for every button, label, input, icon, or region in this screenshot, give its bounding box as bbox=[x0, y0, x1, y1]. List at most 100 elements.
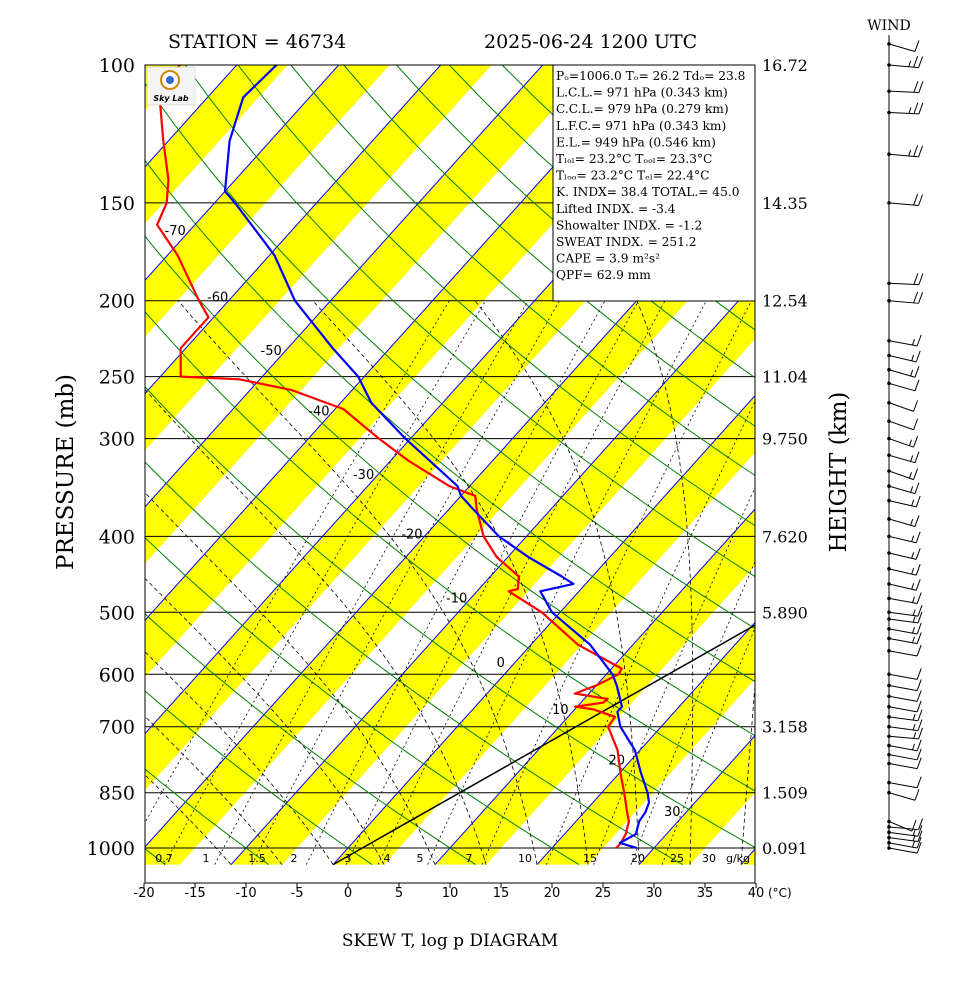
height-tick-label: 12.54 bbox=[762, 292, 808, 311]
mixing-ratio-label: 20 bbox=[631, 852, 645, 865]
x-tick-label: -15 bbox=[184, 886, 205, 901]
wind-barb bbox=[887, 436, 919, 448]
wind-barb bbox=[887, 350, 921, 363]
dry-adiabat bbox=[145, 159, 755, 683]
isotherm-line bbox=[145, 65, 442, 395]
isotherm-line bbox=[843, 29, 960, 864]
dewpoint-profile bbox=[223, 65, 651, 850]
wind-barb bbox=[887, 400, 919, 412]
x-tick-label: 25 bbox=[595, 886, 612, 901]
wind-label: WIND bbox=[867, 18, 910, 34]
pressure-tick-label: 300 bbox=[99, 429, 135, 451]
isotherm-label: 10 bbox=[552, 703, 569, 718]
height-tick-label: 7.620 bbox=[762, 527, 808, 546]
x-tick-label: -10 bbox=[235, 886, 256, 901]
mixing-ratio-label: 1.5 bbox=[248, 852, 266, 865]
mixing-ratio-line bbox=[345, 300, 639, 865]
height-tick-label: 3.158 bbox=[762, 718, 808, 737]
moist-adiabat bbox=[145, 577, 385, 865]
mixing-ratio-label: 4 bbox=[384, 852, 391, 865]
mixing-ratio-line bbox=[163, 300, 486, 865]
isotherm-band bbox=[145, 169, 755, 865]
pressure-tick-label: 150 bbox=[99, 193, 135, 215]
wind-barb bbox=[887, 592, 922, 605]
pressure-tick-label: 600 bbox=[99, 664, 135, 686]
isotherm-label: -40 bbox=[308, 404, 329, 419]
wind-barb bbox=[887, 776, 922, 789]
y-axis-title: PRESSURE (mb) bbox=[53, 374, 79, 570]
wind-barb bbox=[887, 709, 923, 722]
wind-barb bbox=[887, 531, 921, 544]
isotherm-band bbox=[945, 29, 960, 864]
mixing-ratio-line bbox=[214, 300, 529, 865]
mixing-ratio-label: 7 bbox=[466, 852, 473, 865]
mixing-ratio-label: 5 bbox=[417, 852, 424, 865]
wind-profile bbox=[887, 35, 924, 854]
isotherm-line bbox=[536, 621, 755, 865]
wind-barb bbox=[887, 145, 924, 158]
moist-adiabat bbox=[145, 651, 334, 865]
moist-adiabat bbox=[145, 388, 487, 865]
wind-barb bbox=[887, 632, 922, 645]
height-tick-label: 11.04 bbox=[762, 368, 808, 387]
dry-adiabat bbox=[145, 82, 755, 630]
index-line1: Pₒ=1006.0 Tₒ= 26.2 Tdₒ= 23.8 bbox=[556, 69, 745, 83]
index-kindex: K. INDX= 38.4 TOTAL.= 45.0 bbox=[556, 185, 739, 199]
wind-barb bbox=[887, 622, 922, 635]
wind-barb bbox=[887, 644, 922, 657]
wind-barb bbox=[887, 418, 919, 431]
dry-adiabat bbox=[145, 848, 166, 865]
x-tick-label: -5 bbox=[291, 886, 304, 901]
height-tick-label: 5.890 bbox=[762, 603, 808, 622]
x-tick-label: 0 bbox=[344, 886, 352, 901]
height-tick-label: 14.35 bbox=[762, 194, 808, 213]
wind-barb bbox=[887, 727, 924, 740]
wind-barb bbox=[887, 81, 924, 93]
wind-barb bbox=[887, 55, 924, 69]
isotherm-label: -20 bbox=[401, 528, 422, 543]
x-unit-label: (°C) bbox=[768, 886, 792, 900]
height-tick-label: 0.091 bbox=[762, 839, 808, 858]
mixing-ratio-label: 30 bbox=[702, 852, 716, 865]
wind-barb bbox=[887, 700, 922, 713]
isotherm-label: 0 bbox=[497, 656, 505, 671]
mixing-ratio-label: 15 bbox=[583, 852, 597, 865]
mixing-ratio-line bbox=[251, 300, 560, 865]
wind-barb bbox=[887, 482, 920, 495]
wind-barb bbox=[887, 451, 920, 464]
isotherm-band bbox=[145, 65, 696, 677]
dry-adiabat bbox=[290, 65, 755, 477]
wind-barb bbox=[887, 748, 922, 761]
mixing-ratio-label: 25 bbox=[670, 852, 684, 865]
index-tlfc: Tₗₒₒ= 23.2°C Tₑₗ= 22.4°C bbox=[556, 169, 709, 183]
isotherm-label: -70 bbox=[165, 224, 186, 239]
index-el: E.L.= 949 hPa (0.546 km) bbox=[556, 135, 716, 149]
index-lcl: L.C.L.= 971 hPa (0.343 km) bbox=[556, 86, 728, 100]
dry-adiabat bbox=[184, 65, 755, 578]
pressure-tick-label: 400 bbox=[99, 526, 135, 548]
mixing-ratio-line bbox=[546, 400, 755, 865]
dry-adiabat bbox=[237, 65, 755, 527]
height-tick-label: 1.509 bbox=[762, 784, 808, 803]
temperature-profile bbox=[156, 65, 630, 849]
wind-barb bbox=[887, 819, 917, 832]
wind-barb bbox=[887, 334, 922, 347]
x-tick-label: 15 bbox=[493, 886, 510, 901]
isotherm-line bbox=[230, 281, 755, 865]
pressure-tick-label: 850 bbox=[99, 783, 135, 805]
indices-panel: Pₒ=1006.0 Tₒ= 26.2 Tdₒ= 23.8 L.C.L.= 971 … bbox=[552, 64, 756, 302]
station-label: STATION = 46734 bbox=[168, 31, 346, 53]
isotherm-band bbox=[0, 29, 14, 864]
wind-barb bbox=[887, 193, 924, 206]
wind-barb bbox=[887, 690, 922, 702]
moist-adiabat bbox=[177, 300, 538, 865]
wind-barb bbox=[887, 548, 921, 560]
index-tlcl: Tₗₒₗ= 23.2°C Tₒₒₗ= 23.3°C bbox=[556, 152, 712, 166]
isotherm-line bbox=[332, 395, 755, 865]
dry-adiabat bbox=[872, 65, 960, 865]
dry-adiabat bbox=[145, 461, 683, 866]
logo-badge: Sky Lab bbox=[146, 66, 196, 106]
mixing-ratio-line bbox=[305, 300, 606, 865]
isotherm-band bbox=[145, 65, 492, 451]
